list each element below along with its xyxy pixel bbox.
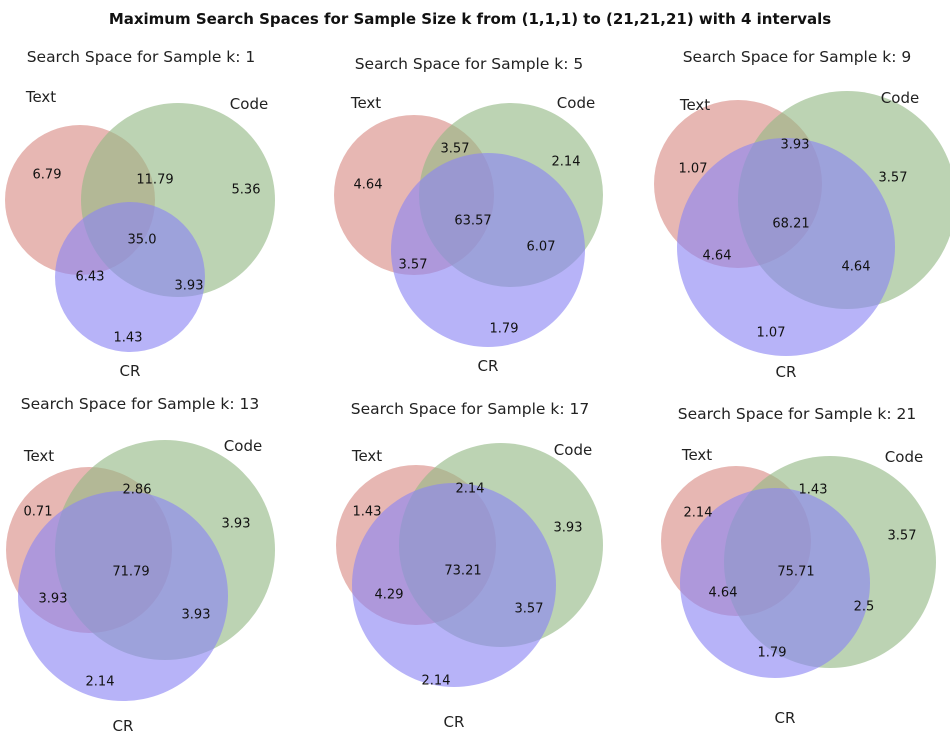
region-value-text-code: 1.43 — [799, 483, 828, 498]
region-value-all: 71.79 — [112, 565, 149, 580]
panel-title: Search Space for Sample k: 9 — [683, 48, 912, 66]
cr-set-circle — [391, 153, 585, 347]
text-set-label: Text — [679, 96, 710, 114]
region-value-text-code: 3.57 — [441, 142, 470, 157]
region-value-all: 73.21 — [444, 564, 481, 579]
text-set-label: Text — [25, 88, 56, 106]
region-value-text-cr: 6.43 — [76, 270, 105, 285]
figure-title: Maximum Search Spaces for Sample Size k … — [108, 10, 832, 28]
region-value-text-cr: 4.64 — [703, 249, 732, 264]
region-value-code-only: 3.57 — [888, 529, 917, 544]
region-value-code-cr: 3.57 — [515, 602, 544, 617]
region-value-text-code: 2.86 — [123, 483, 152, 498]
region-value-text-only: 6.79 — [33, 168, 62, 183]
region-value-cr-only: 1.79 — [490, 322, 519, 337]
region-value-text-cr: 4.29 — [375, 588, 404, 603]
cr-set-label: CR — [776, 363, 797, 381]
panel-title: Search Space for Sample k: 13 — [21, 395, 259, 413]
cr-set-label: CR — [775, 709, 796, 727]
region-value-all: 68.21 — [772, 217, 809, 232]
cr-set-circle — [677, 138, 895, 356]
cr-set-circle — [352, 483, 556, 687]
region-value-text-code: 11.79 — [136, 173, 173, 188]
region-value-text-cr: 4.64 — [709, 586, 738, 601]
venn-panel-6: Search Space for Sample k: 21 Text Code CR 2… — [661, 405, 936, 727]
code-set-label: Code — [554, 441, 592, 459]
panel-title: Search Space for Sample k: 1 — [27, 48, 256, 66]
text-set-label: Text — [23, 447, 54, 465]
text-set-label: Text — [681, 446, 712, 464]
region-value-text-cr: 3.57 — [399, 258, 428, 273]
region-value-cr-only: 2.14 — [422, 674, 451, 689]
region-value-all: 75.71 — [777, 565, 814, 580]
region-value-text-only: 2.14 — [684, 506, 713, 521]
region-value-cr-only: 1.79 — [758, 646, 787, 661]
venn-panel-3: Search Space for Sample k: 9 Text Code CR 1.… — [654, 48, 950, 381]
region-value-code-only: 2.14 — [552, 155, 581, 170]
panel-title: Search Space for Sample k: 5 — [355, 55, 584, 73]
region-value-text-cr: 3.93 — [39, 592, 68, 607]
text-set-label: Text — [351, 447, 382, 465]
text-set-label: Text — [350, 94, 381, 112]
region-value-cr-only: 2.14 — [86, 675, 115, 690]
panel-title: Search Space for Sample k: 17 — [351, 400, 589, 418]
region-value-text-only: 1.07 — [679, 162, 708, 177]
region-value-code-only: 3.93 — [222, 517, 251, 532]
cr-set-label: CR — [120, 362, 141, 380]
venn-panel-4: Search Space for Sample k: 13 Text Code CR 0… — [6, 395, 275, 735]
region-value-code-only: 3.57 — [879, 171, 908, 186]
region-value-text-code: 3.93 — [781, 138, 810, 153]
code-set-label: Code — [881, 89, 919, 107]
region-value-code-only: 5.36 — [232, 183, 261, 198]
cr-set-circle — [680, 488, 870, 678]
cr-set-label: CR — [113, 717, 134, 735]
region-value-code-cr: 6.07 — [527, 240, 556, 255]
region-value-text-only: 4.64 — [354, 178, 383, 193]
region-value-all: 63.57 — [454, 214, 491, 229]
venn-panel-1: Search Space for Sample k: 1 Text Code CR 6.… — [5, 48, 275, 380]
region-value-text-only: 1.43 — [353, 505, 382, 520]
cr-set-circle — [18, 491, 228, 701]
region-value-code-cr: 3.93 — [182, 608, 211, 623]
region-value-cr-only: 1.43 — [114, 331, 143, 346]
cr-set-circle — [55, 202, 205, 352]
venn-panel-5: Search Space for Sample k: 17 Text Code CR 1… — [336, 400, 603, 731]
venn-panel-2: Search Space for Sample k: 5 Text Code CR 4.… — [334, 55, 603, 375]
code-set-label: Code — [224, 437, 262, 455]
region-value-code-cr: 3.93 — [175, 279, 204, 294]
cr-set-label: CR — [478, 357, 499, 375]
code-set-label: Code — [230, 95, 268, 113]
region-value-all: 35.0 — [128, 233, 157, 248]
region-value-cr-only: 1.07 — [757, 326, 786, 341]
panel-title: Search Space for Sample k: 21 — [678, 405, 916, 423]
code-set-label: Code — [557, 94, 595, 112]
region-value-text-only: 0.71 — [24, 505, 53, 520]
cr-set-label: CR — [444, 713, 465, 731]
region-value-text-code: 2.14 — [456, 482, 485, 497]
region-value-code-only: 3.93 — [554, 521, 583, 536]
region-value-code-cr: 4.64 — [842, 260, 871, 275]
region-value-code-cr: 2.5 — [854, 600, 875, 615]
code-set-label: Code — [885, 448, 923, 466]
